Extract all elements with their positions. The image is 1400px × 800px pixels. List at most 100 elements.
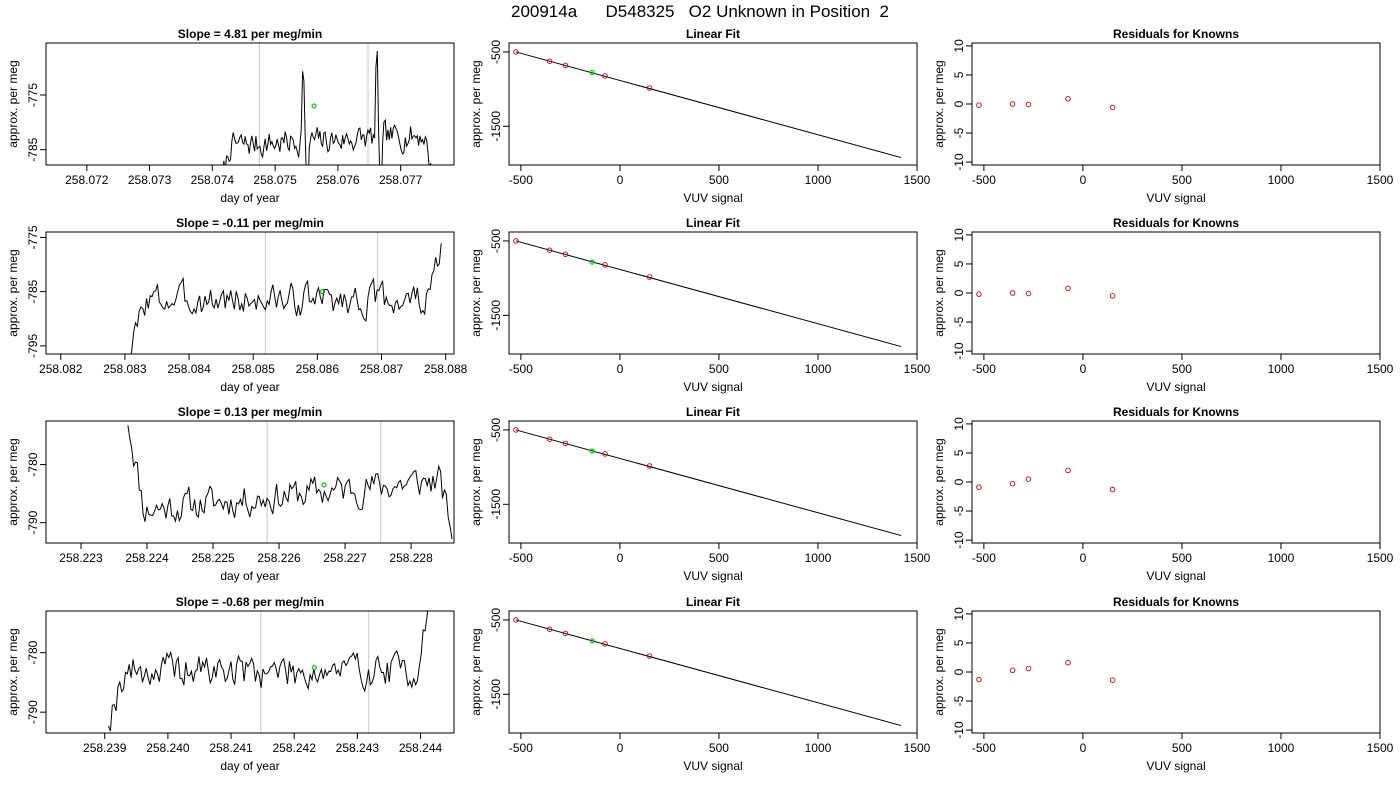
plot-area <box>130 232 442 354</box>
y-tick-label: -785 <box>26 279 40 303</box>
y-tick-label: -780 <box>26 452 40 476</box>
x-tick-label: -500 <box>972 173 996 187</box>
data-point <box>976 102 982 108</box>
panel-4-1: Slope = -0.68 per meg/min 258.239 258.240 2… <box>6 595 455 773</box>
x-axis-label: VUV signal <box>1146 759 1205 773</box>
panel-title: Slope = 0.13 per meg/min <box>178 405 322 419</box>
data-point <box>1065 467 1071 474</box>
plot-area <box>513 238 902 348</box>
data-point <box>1109 104 1116 111</box>
x-tick-label: 258.239 <box>83 741 127 755</box>
panel-3-3: Residuals for Knowns -500 0 500 1000 1500 -10 -… <box>932 405 1394 583</box>
x-axis-label: VUV signal <box>1146 380 1205 394</box>
x-tick-label: 1500 <box>1367 173 1394 187</box>
data-series-line <box>222 51 432 165</box>
x-axis-label: VUV signal <box>1146 569 1205 583</box>
data-point <box>546 58 553 64</box>
y-tick-label: 10 <box>952 39 966 53</box>
y-tick-label: 0 <box>952 100 966 107</box>
x-tick-label: 258.227 <box>323 551 367 565</box>
x-tick-label: 1000 <box>1268 362 1295 376</box>
y-tick-label: 0 <box>952 289 966 296</box>
plot-frame <box>508 231 918 355</box>
x-tick-label: 1000 <box>805 741 832 755</box>
x-axis-label: VUV signal <box>683 191 742 205</box>
y-tick-label: -10 <box>952 531 966 549</box>
plot-area <box>976 659 1116 683</box>
data-point <box>546 436 553 442</box>
plot-frame <box>971 42 1381 166</box>
plot-area <box>513 49 902 159</box>
panel-title: Linear Fit <box>686 216 740 230</box>
plot-area <box>513 427 902 537</box>
y-tick-label: -790 <box>26 700 40 724</box>
data-point <box>513 617 519 623</box>
plot-frame <box>45 610 455 734</box>
highlight-point <box>311 664 318 671</box>
x-tick-label: 1500 <box>904 173 931 187</box>
y-tick-label: 5 <box>952 449 966 456</box>
x-tick-label: 500 <box>709 362 729 376</box>
x-tick-label: 258.074 <box>191 173 235 187</box>
x-tick-label: 1000 <box>805 551 832 565</box>
panel-4-2: Linear Fit -500 0 500 1000 1500 -500 -1500 VUV s… <box>469 595 931 773</box>
fit-line <box>515 619 902 727</box>
x-tick-label: 258.226 <box>257 551 301 565</box>
data-point <box>976 484 982 490</box>
data-point <box>602 262 608 268</box>
y-tick-label: -1500 <box>489 679 503 710</box>
y-tick-label: 5 <box>952 639 966 646</box>
x-tick-label: 500 <box>1172 741 1192 755</box>
figure-title: 200914a D548325 O2 Unknown in Position 2 <box>510 2 890 21</box>
highlight-point <box>321 482 327 488</box>
y-axis-label: approx. per meg <box>469 438 483 525</box>
y-axis-label: approx. per meg <box>6 628 20 715</box>
x-tick-label: -500 <box>972 551 996 565</box>
highlight-point <box>589 69 595 76</box>
plot-area <box>108 611 429 733</box>
x-tick-label: 258.082 <box>39 362 83 376</box>
y-tick-label: -775 <box>26 83 40 107</box>
panel-3-1: Slope = 0.13 per meg/min 258.223 258.224 25… <box>6 405 455 583</box>
x-axis-label: VUV signal <box>683 380 742 394</box>
fit-line <box>515 51 902 159</box>
x-axis-label: VUV signal <box>683 759 742 773</box>
panel-title: Slope = -0.68 per meg/min <box>176 595 324 609</box>
x-tick-label: 258.223 <box>59 551 103 565</box>
x-tick-label: 258.072 <box>65 173 109 187</box>
x-axis-label: day of year <box>220 380 279 394</box>
x-tick-label: 258.244 <box>399 741 443 755</box>
data-point <box>1009 290 1016 296</box>
highlight-point <box>589 638 595 644</box>
data-point <box>602 73 608 79</box>
y-axis-label: approx. per meg <box>932 249 946 336</box>
x-tick-label: 1000 <box>1268 741 1295 755</box>
data-point <box>562 630 569 637</box>
x-tick-label: -500 <box>509 551 533 565</box>
y-tick-label: -5 <box>952 316 966 327</box>
plot-frame <box>971 610 1381 734</box>
data-series-line <box>130 243 442 354</box>
y-tick-label: -1500 <box>489 300 503 331</box>
data-point <box>1025 290 1032 297</box>
x-tick-label: -500 <box>509 741 533 755</box>
x-tick-label: 500 <box>709 173 729 187</box>
x-tick-label: -500 <box>509 173 533 187</box>
data-point <box>1009 667 1016 674</box>
data-point <box>546 626 553 632</box>
fit-line <box>515 429 902 537</box>
data-point <box>646 653 653 659</box>
panel-title: Linear Fit <box>686 405 740 419</box>
data-point <box>1025 101 1032 108</box>
y-tick-label: 0 <box>952 478 966 485</box>
x-tick-label: 0 <box>1080 551 1087 565</box>
x-tick-label: 1500 <box>904 551 931 565</box>
x-tick-label: 0 <box>1080 173 1087 187</box>
x-axis-label: VUV signal <box>1146 191 1205 205</box>
y-tick-label: 5 <box>952 71 966 78</box>
x-tick-label: 1500 <box>904 741 931 755</box>
x-tick-label: -500 <box>972 362 996 376</box>
y-tick-label: -775 <box>26 225 40 249</box>
x-tick-label: 258.088 <box>424 362 468 376</box>
x-tick-label: 1000 <box>805 362 832 376</box>
